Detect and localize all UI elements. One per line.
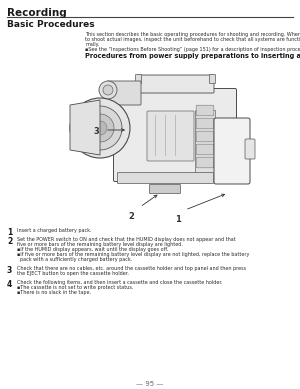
Circle shape bbox=[99, 81, 117, 99]
Text: Check the following items, and then insert a cassette and close the cassette hol: Check the following items, and then inse… bbox=[17, 280, 223, 285]
FancyBboxPatch shape bbox=[209, 75, 215, 84]
Text: mally.: mally. bbox=[85, 42, 99, 47]
Circle shape bbox=[103, 85, 113, 95]
FancyBboxPatch shape bbox=[196, 118, 214, 129]
FancyBboxPatch shape bbox=[149, 184, 181, 193]
FancyBboxPatch shape bbox=[136, 75, 142, 84]
FancyBboxPatch shape bbox=[195, 110, 215, 175]
Text: Procedures from power supply preparations to inserting a cassette: Procedures from power supply preparation… bbox=[85, 53, 300, 58]
Circle shape bbox=[86, 114, 114, 142]
Text: Basic Procedures: Basic Procedures bbox=[7, 20, 94, 29]
Text: ▪If the HUMID display appears, wait until the display goes off.: ▪If the HUMID display appears, wait unti… bbox=[17, 247, 168, 252]
Text: 1: 1 bbox=[7, 228, 12, 237]
FancyBboxPatch shape bbox=[113, 89, 236, 182]
Text: 1: 1 bbox=[175, 215, 181, 224]
Polygon shape bbox=[70, 100, 100, 155]
Text: five or more bars of the remaining battery level display are lighted.: five or more bars of the remaining batte… bbox=[17, 242, 183, 247]
FancyBboxPatch shape bbox=[147, 111, 194, 161]
FancyBboxPatch shape bbox=[196, 105, 214, 116]
Text: Recording: Recording bbox=[7, 8, 67, 18]
Text: ▪The cassette is not set to write protect status.: ▪The cassette is not set to write protec… bbox=[17, 285, 134, 290]
FancyBboxPatch shape bbox=[196, 157, 214, 168]
Circle shape bbox=[70, 98, 130, 158]
Text: Set the POWER switch to ON and check that the HUMID display does not appear and : Set the POWER switch to ON and check tha… bbox=[17, 237, 236, 242]
Text: to shoot actual images, inspect the unit beforehand to check that all systems ar: to shoot actual images, inspect the unit… bbox=[85, 37, 300, 42]
Text: ▪See the “Inspections Before Shooting” (page 151) for a description of inspectio: ▪See the “Inspections Before Shooting” (… bbox=[85, 47, 300, 52]
Text: 3: 3 bbox=[93, 127, 99, 136]
FancyBboxPatch shape bbox=[137, 75, 214, 93]
FancyBboxPatch shape bbox=[107, 81, 141, 105]
FancyBboxPatch shape bbox=[214, 118, 250, 184]
Text: — 95 —: — 95 — bbox=[136, 381, 164, 387]
FancyBboxPatch shape bbox=[196, 144, 214, 155]
FancyBboxPatch shape bbox=[118, 172, 214, 184]
Text: the EJECT button to open the cassette holder.: the EJECT button to open the cassette ho… bbox=[17, 271, 129, 276]
Text: Check that there are no cables, etc. around the cassette holder and top panel an: Check that there are no cables, etc. aro… bbox=[17, 266, 246, 271]
Text: Insert a charged battery pack.: Insert a charged battery pack. bbox=[17, 228, 92, 233]
Text: ▪If five or more bars of the remaining battery level display are not lighted, re: ▪If five or more bars of the remaining b… bbox=[17, 252, 249, 257]
Circle shape bbox=[78, 106, 122, 150]
Text: pack with a sufficiently charged battery pack.: pack with a sufficiently charged battery… bbox=[17, 257, 132, 262]
Text: 4: 4 bbox=[7, 280, 12, 289]
Text: ▪There is no slack in the tape.: ▪There is no slack in the tape. bbox=[17, 290, 91, 295]
Text: 3: 3 bbox=[7, 266, 12, 275]
Text: This section describes the basic operating procedures for shooting and recording: This section describes the basic operati… bbox=[85, 32, 300, 37]
FancyBboxPatch shape bbox=[245, 139, 255, 159]
Text: 2: 2 bbox=[128, 212, 134, 221]
FancyBboxPatch shape bbox=[196, 131, 214, 142]
Circle shape bbox=[93, 121, 107, 135]
Text: 2: 2 bbox=[7, 237, 12, 246]
